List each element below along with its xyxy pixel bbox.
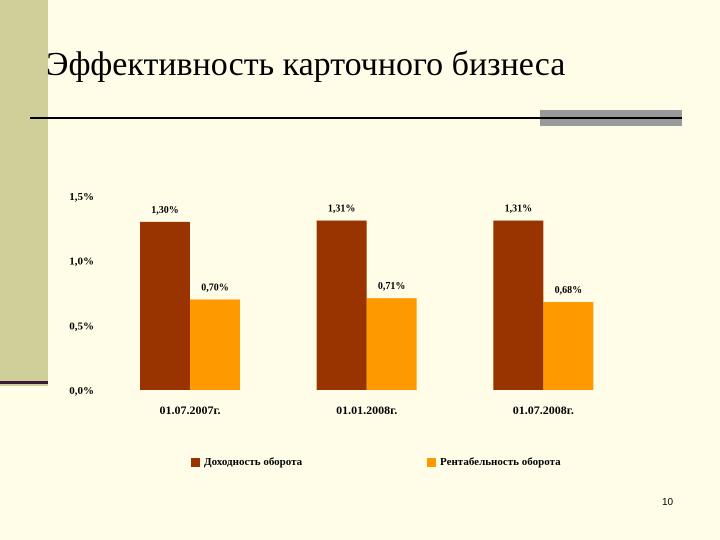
y-tick-label-1: 0,5%	[69, 320, 94, 332]
bar-income-1	[316, 220, 367, 390]
title-underline	[30, 117, 540, 119]
title-accent-stripe	[540, 117, 682, 119]
y-tick-label-0: 0,0%	[69, 385, 94, 397]
data-label-income-2: 1,31%	[505, 204, 533, 215]
bar-profitability-2	[543, 302, 594, 390]
bar-income-0	[140, 221, 190, 390]
legend-swatch-income	[191, 457, 200, 467]
legend-item-profitability: Рентабельность оборота	[427, 456, 561, 468]
bar-income-2	[493, 220, 544, 390]
x-tick-label-2: 01.07.2008г.	[513, 403, 574, 417]
data-label-profitability-2: 0,68%	[555, 285, 583, 296]
y-tick-label-2: 1,0%	[69, 256, 94, 268]
x-tick-label-0: 01.07.2007г.	[159, 403, 220, 417]
legend-label-profitability: Рентабельность оборота	[440, 456, 561, 468]
title-accent-box	[540, 110, 682, 126]
page-number: 10	[662, 497, 674, 508]
legend-label-income: Доходность оборота	[204, 456, 303, 468]
data-label-income-1: 1,31%	[328, 204, 356, 215]
y-tick-label-3: 1,5%	[69, 191, 94, 203]
legend-swatch-profitability	[427, 457, 436, 467]
data-label-profitability-1: 0,71%	[378, 281, 406, 292]
data-label-income-0: 1,30%	[151, 205, 179, 216]
chart-legend: Доходность оборота Рентабельность оборот…	[0, 456, 720, 472]
decorative-sidebar	[0, 0, 48, 386]
legend-item-income: Доходность оборота	[191, 456, 302, 468]
slide-title: Эффективность карточного бизнеса	[46, 46, 566, 83]
data-label-profitability-0: 0,70%	[201, 282, 229, 293]
bar-profitability-1	[366, 298, 417, 390]
sidebar-divider	[0, 381, 48, 384]
x-tick-label-1: 01.01.2008г.	[336, 403, 397, 417]
bar-profitability-0	[190, 299, 240, 390]
